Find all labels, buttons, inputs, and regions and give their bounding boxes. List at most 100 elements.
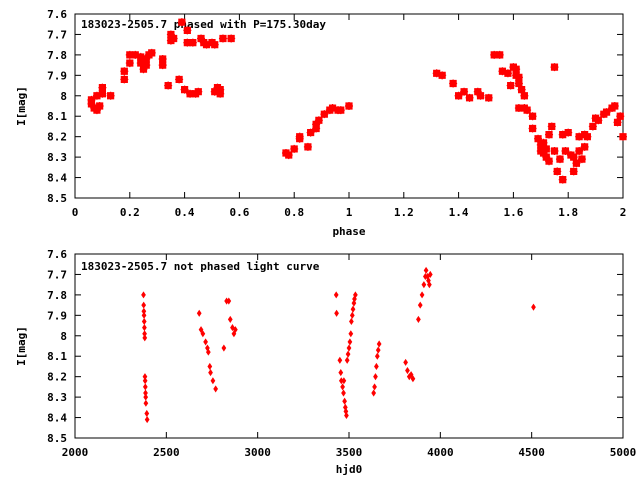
data-point [372, 383, 377, 391]
y-tick-label: 7.8 [47, 49, 67, 62]
data-point [531, 303, 536, 311]
x-tick-label: 0 [72, 206, 79, 219]
data-point [547, 122, 556, 131]
data-point [542, 144, 551, 153]
data-point [610, 102, 619, 110]
data-point [336, 106, 345, 115]
data-point [345, 350, 351, 358]
x-tick-label: 3500 [336, 446, 363, 459]
data-point [476, 91, 485, 100]
data-point [583, 132, 592, 141]
axis-ticks-phased: 0 0.2 0.4 0.6 0.8 1 1.2 1.4 1.6 1.8 2 7.6 7.7 7.8 7.9 8… [47, 8, 626, 219]
data-point [177, 18, 186, 27]
y-tick-label: 8.3 [47, 151, 67, 164]
data-point [520, 91, 529, 100]
data-point [341, 389, 346, 397]
x-tick-label: 5000 [610, 446, 637, 459]
x-tick-label: 2000 [62, 446, 89, 459]
data-point [374, 362, 379, 370]
x-tick-label: 0.4 [175, 206, 195, 219]
data-point [120, 67, 129, 76]
data-point [340, 383, 345, 391]
data-point [175, 75, 184, 84]
data-point [194, 87, 203, 96]
y-axis-label-unphased: I[mag] [15, 326, 28, 366]
data-point [210, 377, 216, 385]
data-point [227, 315, 233, 323]
y-tick-label: 7.6 [47, 248, 67, 261]
data-point [227, 34, 236, 43]
data-point [460, 87, 469, 96]
data-point [233, 326, 238, 334]
data-point [427, 281, 432, 289]
data-point [142, 324, 147, 332]
data-point [558, 175, 567, 184]
data-point [142, 383, 148, 391]
y-tick-label: 7.6 [47, 8, 67, 21]
data-point [120, 75, 129, 84]
y-tick-label: 8.2 [47, 371, 67, 384]
data-point [230, 324, 235, 332]
panel-top-phased: 183023-2505.7 phased with P=175.30day ph… [15, 8, 627, 238]
data-point [427, 270, 433, 278]
data-point [512, 65, 521, 74]
y-tick-label: 8 [60, 90, 67, 103]
data-point [147, 48, 156, 57]
data-point [348, 330, 354, 338]
panel-bottom-unphased: 183023-2505.7 not phased light curve hjd… [15, 248, 636, 476]
data-point [341, 377, 347, 385]
x-tick-label: 0.6 [229, 206, 249, 219]
data-point [410, 375, 416, 383]
data-point [200, 330, 206, 338]
data-point [417, 301, 423, 309]
data-point [371, 389, 377, 397]
data-point [376, 340, 382, 348]
data-point [284, 151, 293, 160]
data-point [577, 155, 586, 164]
data-point [333, 291, 339, 299]
data-point [344, 411, 349, 420]
y-tick-label: 8.5 [47, 432, 67, 445]
x-axis-label-unphased: hjd0 [336, 463, 363, 476]
x-tick-label: 1.8 [558, 206, 578, 219]
data-point [144, 409, 150, 418]
y-tick-label: 8.3 [47, 391, 67, 404]
x-tick-label: 1 [346, 206, 353, 219]
x-tick-label: 2 [620, 206, 627, 219]
y-axis-label-phased: I[mag] [15, 86, 28, 126]
y-tick-label: 8 [60, 330, 67, 343]
data-point [594, 116, 603, 125]
data-point [164, 81, 173, 90]
data-point [550, 146, 559, 155]
x-tick-label: 4500 [518, 446, 545, 459]
data-point [555, 155, 564, 164]
data-point [221, 344, 227, 352]
data-point [141, 311, 147, 319]
data-point [198, 326, 204, 334]
data-point [169, 34, 178, 43]
data-point [484, 93, 493, 102]
data-point [423, 266, 429, 274]
data-point [158, 61, 167, 70]
data-point [342, 397, 347, 405]
data-point [506, 81, 515, 90]
data-point [196, 309, 202, 317]
data-point [346, 344, 352, 352]
data-point [416, 315, 421, 323]
data-point [619, 132, 627, 141]
y-tick-label: 8.5 [47, 192, 67, 205]
data-point [143, 393, 149, 401]
data-point [295, 132, 304, 141]
data-point [344, 356, 350, 364]
x-tick-label: 1.4 [449, 206, 469, 219]
y-tick-label: 7.7 [47, 268, 67, 281]
data-point [205, 348, 211, 356]
data-point [528, 112, 537, 121]
data-point [419, 291, 425, 299]
data-point [188, 38, 197, 47]
data-point [314, 116, 323, 125]
data-point [553, 167, 562, 176]
chart-title-unphased: 183023-2505.7 not phased light curve [81, 260, 320, 273]
data-points-phased [87, 18, 627, 184]
